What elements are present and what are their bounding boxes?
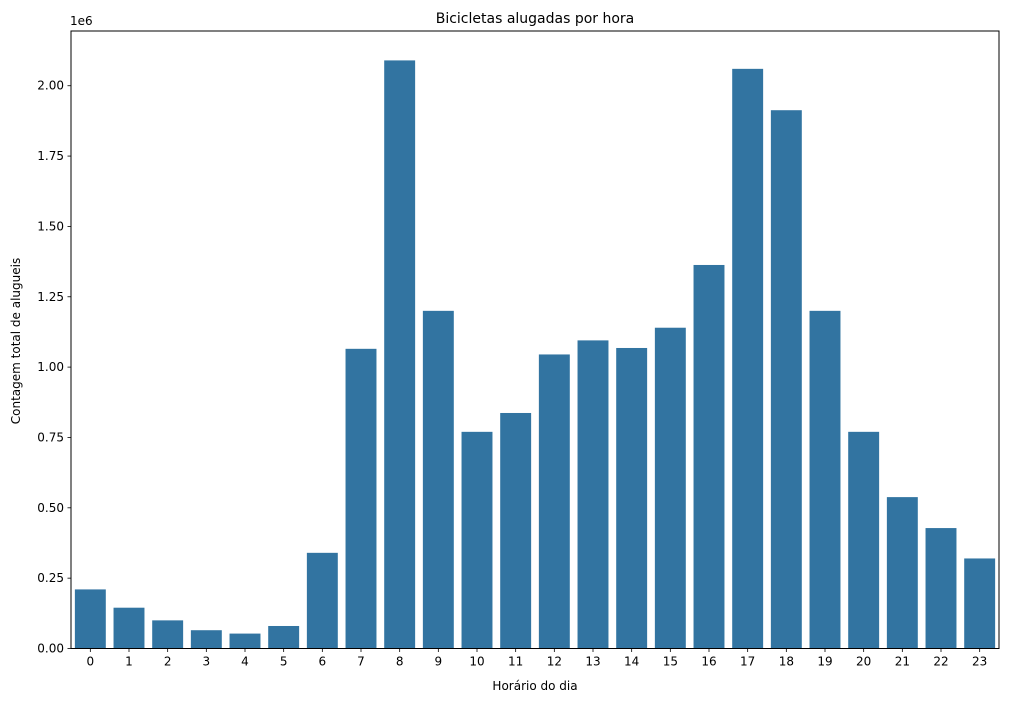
y-offset-label: 1e6 xyxy=(70,14,93,28)
x-tick-label: 18 xyxy=(779,655,794,669)
x-tick-label: 9 xyxy=(435,655,443,669)
y-tick-label: 2.00 xyxy=(37,79,64,93)
plot-frame xyxy=(70,30,1000,649)
bar-hour-22 xyxy=(925,528,957,649)
x-tick-label: 15 xyxy=(663,655,678,669)
bar-hour-21 xyxy=(886,497,918,649)
x-tick-label: 8 xyxy=(396,655,404,669)
x-tick-label: 2 xyxy=(164,655,172,669)
x-tick-label: 23 xyxy=(972,655,987,669)
bar-hour-10 xyxy=(461,431,493,649)
bar-hour-20 xyxy=(848,431,880,649)
x-axis-ticks: 0 1 2 3 4 5 6 7 8 9 10 11 12 13 14 15 16 17 18 19 20 21 22 23 xyxy=(87,648,987,669)
y-tick-label: 1.00 xyxy=(37,360,64,374)
x-tick-label: 20 xyxy=(856,655,871,669)
x-tick-label: 17 xyxy=(740,655,755,669)
bar-hour-11 xyxy=(500,412,532,649)
y-axis-ticks: 0.00 0.25 0.50 0.75 1.00 1.25 1.50 1.75 2.00 xyxy=(37,79,71,656)
bar-hour-4 xyxy=(229,633,261,649)
y-axis-label: Contagem total de alugueis xyxy=(9,258,23,424)
x-tick-label: 21 xyxy=(895,655,910,669)
x-tick-label: 19 xyxy=(817,655,832,669)
x-tick-label: 14 xyxy=(624,655,639,669)
bar-hour-9 xyxy=(422,310,454,649)
chart-title: Bicicletas alugadas por hora xyxy=(436,11,635,27)
x-tick-label: 4 xyxy=(241,655,249,669)
x-tick-label: 3 xyxy=(203,655,211,669)
x-tick-label: 5 xyxy=(280,655,288,669)
x-axis-label: Horário do dia xyxy=(492,679,577,693)
bar-hour-2 xyxy=(152,620,184,649)
bar-hour-15 xyxy=(654,327,686,649)
bar-hour-6 xyxy=(306,552,338,649)
x-tick-label: 6 xyxy=(319,655,327,669)
bars-group xyxy=(74,60,996,649)
y-tick-label: 1.50 xyxy=(37,219,64,233)
x-tick-label: 1 xyxy=(125,655,133,669)
x-tick-label: 13 xyxy=(585,655,600,669)
y-tick-label: 0.25 xyxy=(37,571,64,585)
bar-hour-5 xyxy=(268,625,300,649)
x-tick-label: 10 xyxy=(469,655,484,669)
y-tick-label: 1.25 xyxy=(37,290,64,304)
bar-hour-19 xyxy=(809,310,841,649)
bar-hour-8 xyxy=(384,60,416,649)
bar-hour-23 xyxy=(964,558,996,649)
x-tick-label: 22 xyxy=(933,655,948,669)
bar-hour-1 xyxy=(113,607,145,649)
bar-hour-12 xyxy=(538,354,570,649)
x-tick-label: 12 xyxy=(547,655,562,669)
y-tick-label: 1.75 xyxy=(37,149,64,163)
bar-hour-13 xyxy=(577,340,609,649)
y-tick-label: 0.00 xyxy=(37,642,64,656)
bar-hour-0 xyxy=(74,589,106,649)
x-tick-label: 0 xyxy=(87,655,95,669)
x-tick-label: 11 xyxy=(508,655,523,669)
bar-hour-16 xyxy=(693,264,725,649)
x-tick-label: 16 xyxy=(701,655,716,669)
x-tick-label: 7 xyxy=(357,655,365,669)
y-tick-label: 0.75 xyxy=(37,430,64,444)
bar-hour-17 xyxy=(732,68,764,649)
y-tick-label: 0.50 xyxy=(37,501,64,515)
bar-hour-14 xyxy=(616,347,648,649)
bar-hour-7 xyxy=(345,348,377,649)
bar-hour-18 xyxy=(770,110,802,649)
bar-hour-3 xyxy=(190,630,222,649)
